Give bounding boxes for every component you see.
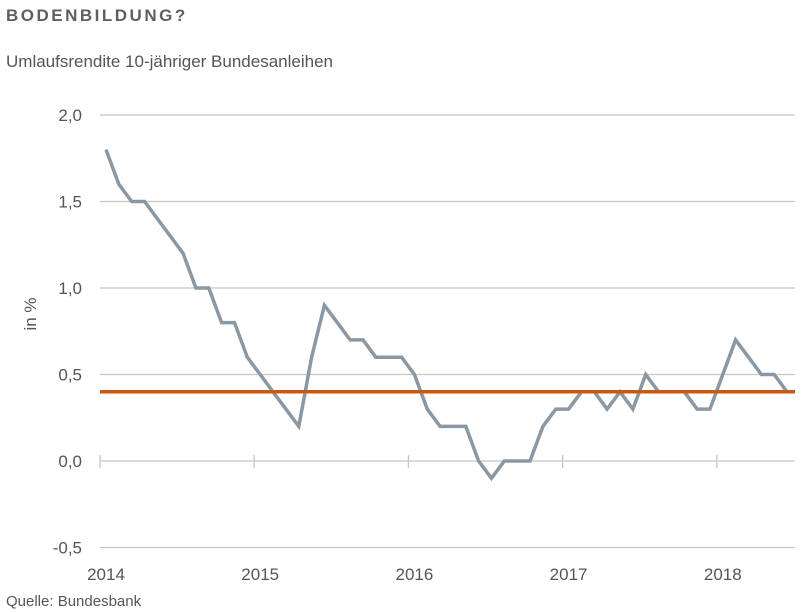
chart-subtitle: Umlaufsrendite 10-jähriger Bundesanleihe… [6,52,333,71]
y-tick-label: 0,0 [58,452,82,471]
x-tick-label: 2017 [550,565,588,584]
x-tick-label: 2015 [241,565,279,584]
x-tick-label: 2018 [704,565,742,584]
y-tick-label: 2,0 [58,106,82,125]
source-note: Quelle: Bundesbank [6,593,142,610]
y-tick-label: 1,5 [58,193,82,212]
yield-line [104,148,789,482]
y-tick-label: 1,0 [58,279,82,298]
y-axis-label: in % [21,297,40,330]
x-tick-label: 2014 [87,565,125,584]
y-tick-label: -0,5 [53,539,82,558]
x-tick-label: 2016 [395,565,433,584]
y-tick-label: 0,5 [58,366,82,385]
chart-title: BODENBILDUNG? [6,6,188,25]
